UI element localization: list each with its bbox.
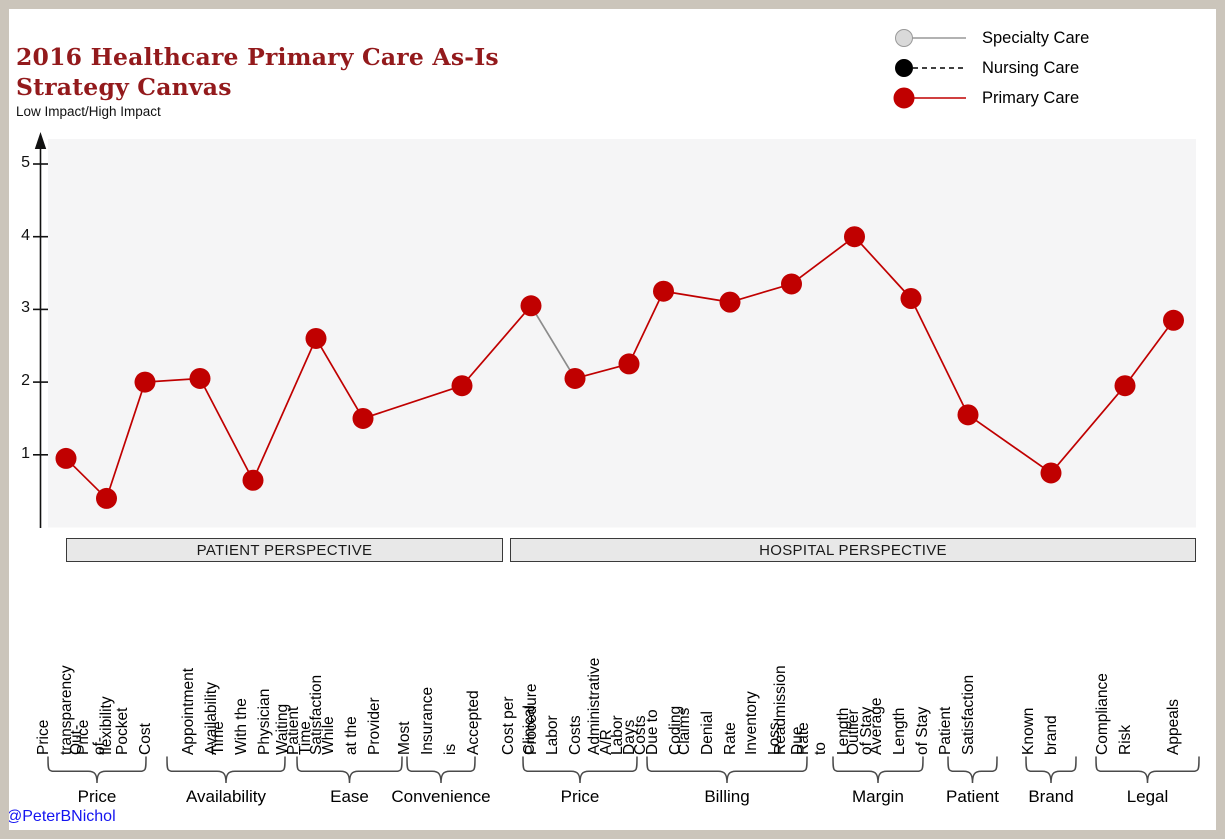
group-brace <box>947 756 998 784</box>
data-point <box>305 327 327 349</box>
legend: Specialty Care Nursing Care Primary Care <box>888 23 1089 113</box>
legend-marker <box>893 87 915 109</box>
data-point <box>242 469 264 491</box>
primary-care-segment <box>1050 385 1126 474</box>
legend-item-label: Primary Care <box>982 88 1080 107</box>
legend-marker <box>895 29 913 47</box>
data-point <box>1114 375 1136 397</box>
legend-marker <box>895 59 913 77</box>
group-label: Patient <box>946 787 999 806</box>
primary-care-segment <box>105 381 146 499</box>
perspective-band: HOSPITAL PERSPECTIVE <box>510 538 1196 562</box>
x-axis-label: Known brand <box>1019 707 1060 755</box>
group-brace <box>522 756 638 784</box>
y-axis-arrow-icon <box>34 132 47 149</box>
primary-care-segment <box>729 283 792 303</box>
group-label: Billing <box>704 787 750 806</box>
primary-care-segment <box>1124 319 1175 387</box>
data-point <box>134 371 156 393</box>
data-point <box>1040 462 1062 484</box>
y-tick-label: 5 <box>21 154 30 171</box>
group-brace <box>832 756 924 784</box>
legend-item: Specialty Care <box>888 23 1089 53</box>
group-brace <box>646 756 808 784</box>
data-point <box>618 353 640 375</box>
x-axis-label: Time With the Physician <box>210 688 273 755</box>
data-point <box>957 404 979 426</box>
primary-care-segment <box>315 338 364 419</box>
data-point <box>719 291 741 313</box>
legend-item: Primary Care <box>888 83 1089 113</box>
x-axis-label: Claims Denial Rate <box>675 707 739 755</box>
primary-care-segment <box>790 236 856 285</box>
group-label: Ease <box>330 787 369 806</box>
x-axis-label: Appeals <box>1165 698 1182 755</box>
data-point <box>781 273 802 295</box>
legend-item: Nursing Care <box>888 53 1089 83</box>
group-brace <box>296 756 403 784</box>
axis-caption: Low Impact/High Impact <box>16 104 161 119</box>
group-label: Availability <box>185 787 266 806</box>
x-axis-label: Clinical Labor Costs <box>520 705 584 755</box>
primary-care-segment <box>252 338 317 481</box>
perspective-band: PATIENT PERSPECTIVE <box>66 538 503 562</box>
y-tick-label: 3 <box>21 299 30 317</box>
data-point <box>564 367 586 389</box>
data-point <box>653 280 674 302</box>
primary-care-segment <box>628 290 665 365</box>
data-point <box>189 367 211 389</box>
primary-care-segment <box>362 384 463 420</box>
legend-item-label: Nursing Care <box>982 58 1080 77</box>
primary-care-segment <box>967 414 1052 474</box>
x-axis-label: Most Insurance is Accepted <box>396 686 482 755</box>
group-label: Brand <box>1028 787 1074 806</box>
group-label: Price <box>77 787 117 806</box>
group-brace <box>166 756 286 784</box>
data-point <box>844 226 865 248</box>
group-brace <box>406 756 476 784</box>
chart-title: 2016 Healthcare Primary Care As-Is Strat… <box>16 43 499 101</box>
data-point <box>1163 309 1184 331</box>
legend-marker-icon <box>895 29 966 47</box>
x-axis-label: Waiting Time While at the Provider <box>274 697 383 755</box>
y-tick-label: 4 <box>21 226 30 244</box>
data-point <box>451 375 473 397</box>
primary-care-segment <box>853 236 912 300</box>
group-brace <box>1095 756 1200 784</box>
x-axis-label: Outlier Average Length of Stay <box>845 697 931 755</box>
x-axis-label: Compliance Risk <box>1093 673 1134 755</box>
primary-care-segment <box>461 305 532 387</box>
x-axis-label: Out-of-Pocket Cost <box>67 707 154 755</box>
group-brace <box>47 756 147 784</box>
group-label: Price <box>560 787 600 806</box>
data-point <box>96 487 117 509</box>
group-label: Margin <box>852 787 904 806</box>
data-point <box>520 295 542 317</box>
legend-item-label: Specialty Care <box>982 28 1090 47</box>
plot-area <box>48 139 1196 528</box>
legend-marker-icon <box>895 59 966 77</box>
group-label: Legal <box>1126 787 1169 806</box>
group-brace <box>1025 756 1077 784</box>
x-axis-label: Patient Satisfaction <box>936 674 977 755</box>
primary-care-segment <box>910 298 969 416</box>
data-point <box>900 287 922 309</box>
credit-handle: @PeterBNichol <box>6 808 116 825</box>
y-tick-label: 2 <box>21 372 30 390</box>
data-point <box>352 407 374 429</box>
primary-care-segment <box>199 378 254 481</box>
data-point <box>55 447 77 469</box>
y-tick-label: 1 <box>21 444 30 462</box>
primary-care-segment <box>663 290 731 303</box>
specialty-care-segment <box>530 305 576 379</box>
group-label: Convenience <box>391 787 491 806</box>
legend-marker-icon <box>893 87 966 109</box>
